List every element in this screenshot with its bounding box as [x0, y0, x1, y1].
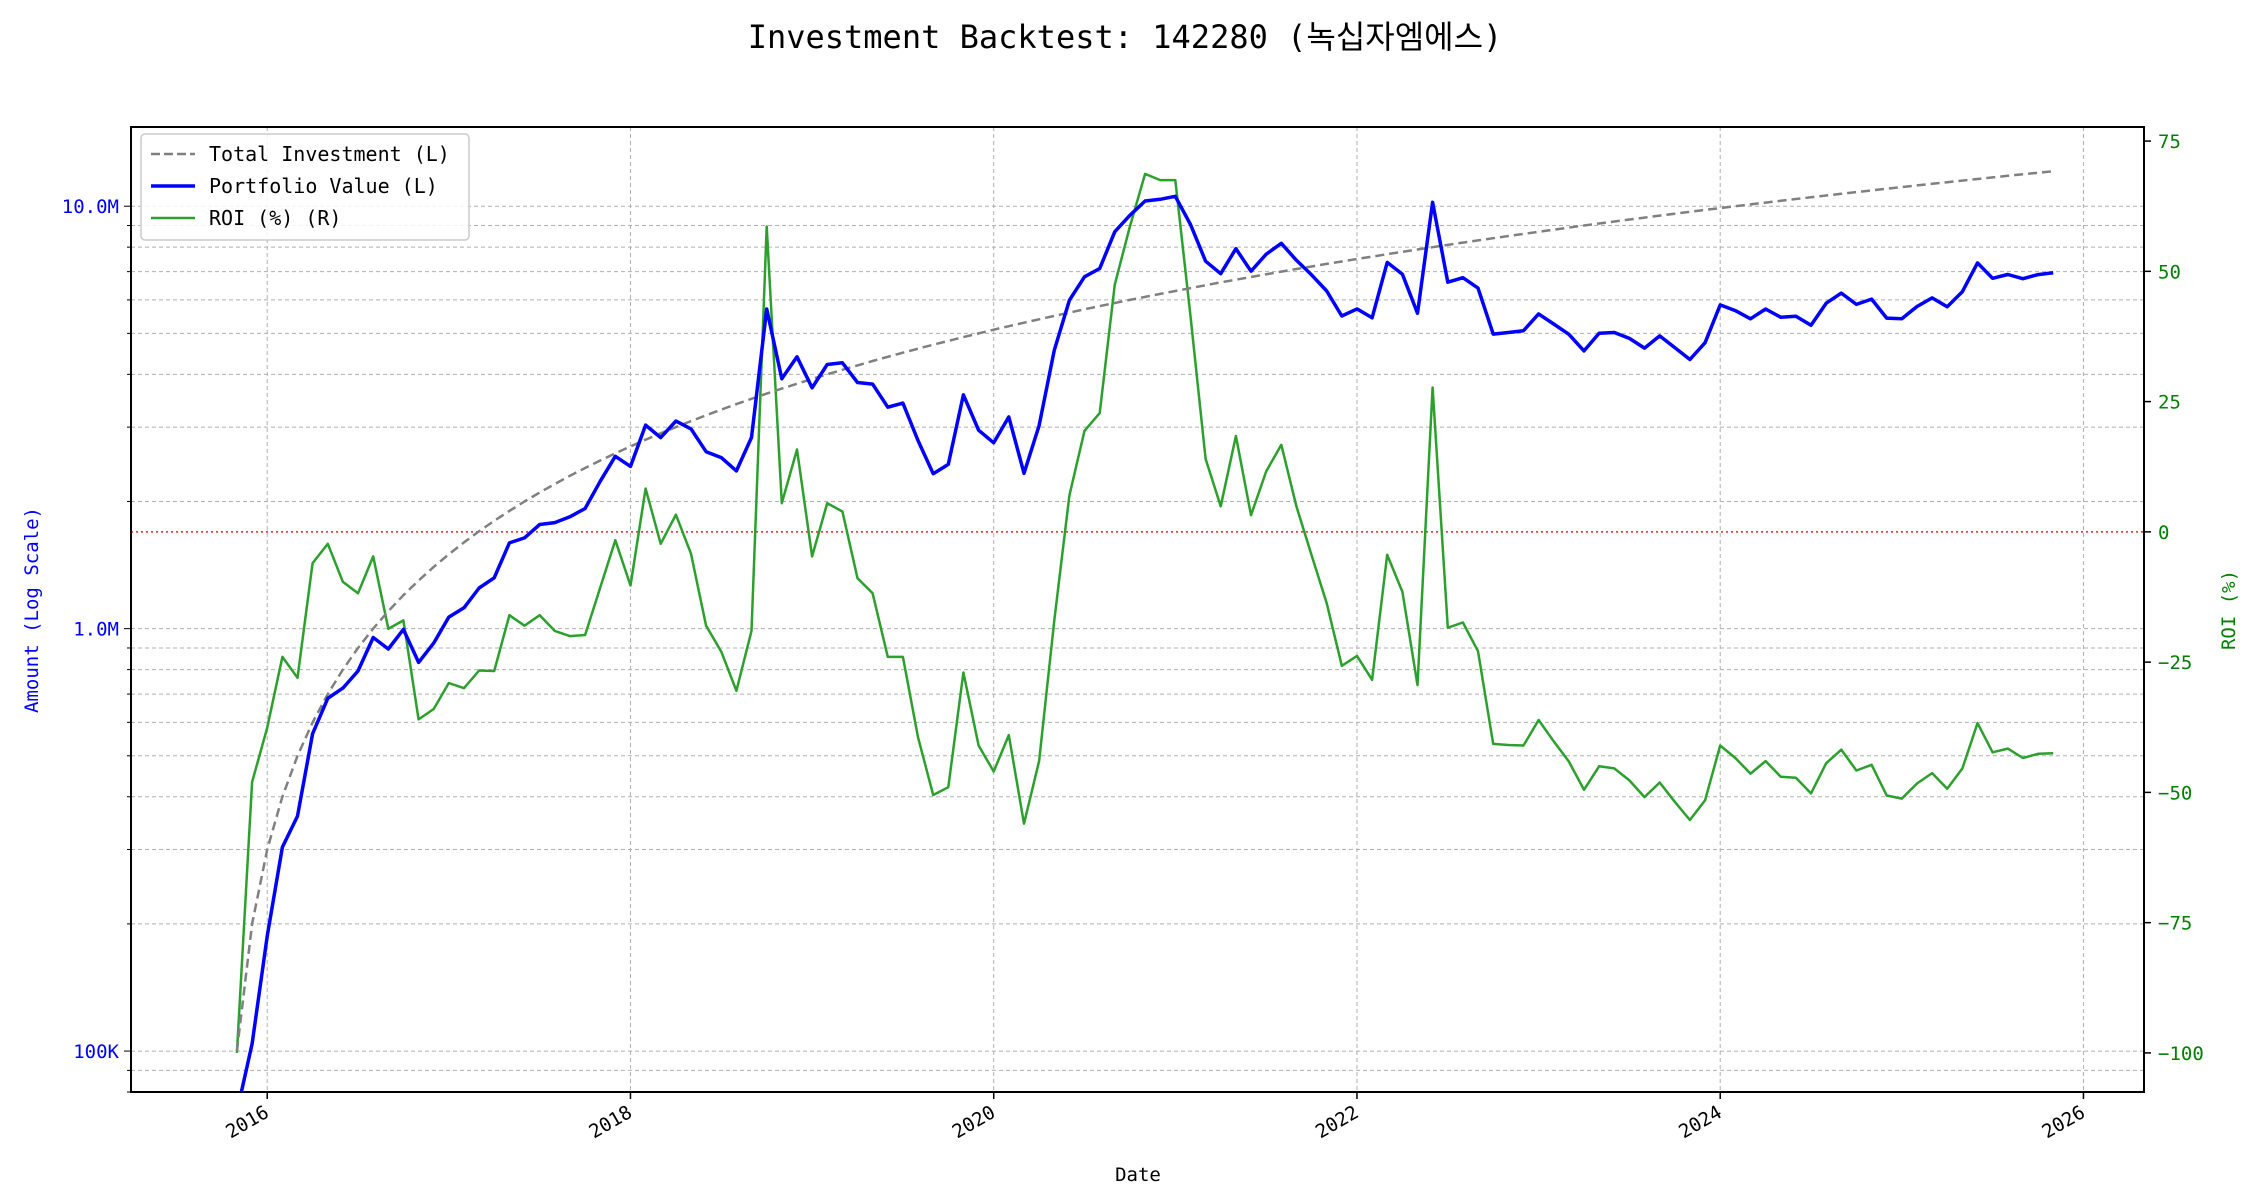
- total-investment-series: [235, 169, 2054, 1052]
- right-tick-label: −50: [2158, 782, 2192, 804]
- right-tick-label: 0: [2158, 522, 2169, 544]
- portfolio-value-line: [239, 194, 2054, 1092]
- left-tick-label: 100K: [73, 1041, 119, 1063]
- legend-label-investment: Total Investment (L): [209, 142, 450, 166]
- legend: Total Investment (L) Portfolio Value (L)…: [140, 133, 470, 241]
- roi-series: [235, 172, 2054, 1053]
- left-tick-label: 1.0M: [73, 619, 119, 641]
- left-tick-label: 10.0M: [62, 196, 119, 218]
- portfolio-value-series: [239, 194, 2054, 1092]
- axes-frame: [130, 126, 2145, 1093]
- left-axis-label: Amount (Log Scale): [21, 507, 43, 713]
- right-tick-label: 75: [2158, 131, 2181, 153]
- right-tick-label: −75: [2158, 913, 2192, 935]
- legend-label-roi: ROI (%) (R): [209, 206, 341, 230]
- plot-series: [235, 169, 2054, 1092]
- total-investment-line: [235, 169, 2054, 1052]
- right-tick-label: 25: [2158, 392, 2181, 414]
- right-tick-label: −25: [2158, 652, 2192, 674]
- chart-title: Investment Backtest: 142280 (녹십자엠에스): [748, 18, 1503, 56]
- right-axis-ticks: −100 −75 −50 −25 0 25 50 75: [2144, 131, 2204, 1065]
- right-tick-label: −100: [2158, 1043, 2204, 1065]
- legend-label-portfolio: Portfolio Value (L): [209, 174, 438, 198]
- left-axis-ticks: 100K 1.0M 10.0M: [62, 196, 131, 1093]
- right-tick-label: 50: [2158, 261, 2181, 283]
- x-axis-label: Date: [1115, 1164, 1161, 1186]
- right-axis-label: ROI (%): [2218, 570, 2240, 650]
- legend-box: [140, 133, 470, 241]
- roi-line: [235, 172, 2054, 1053]
